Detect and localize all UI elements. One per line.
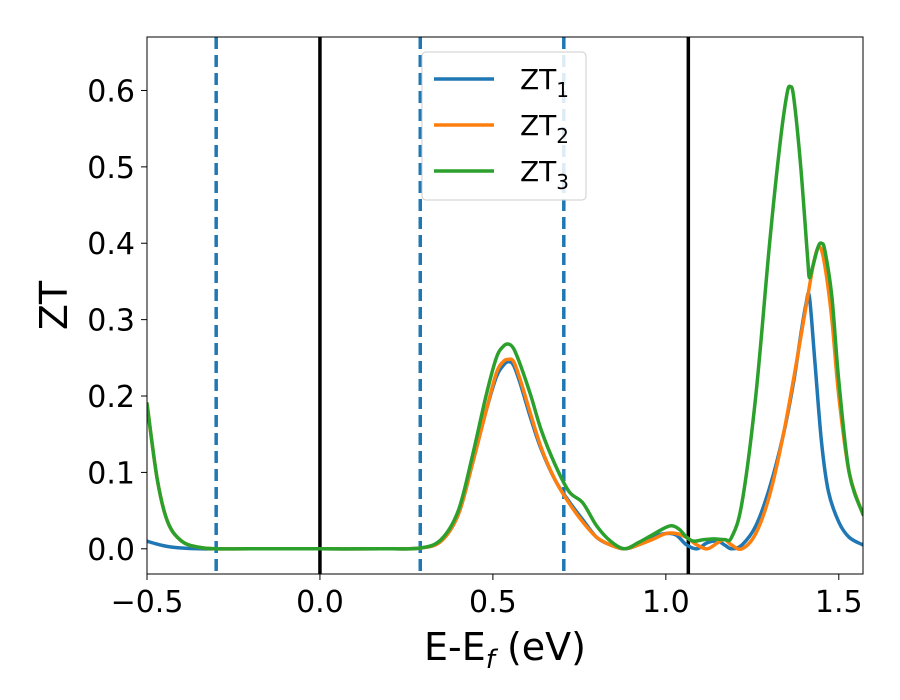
y-tick-label: 0.3 bbox=[87, 304, 135, 339]
y-tick-label: 0.4 bbox=[87, 227, 135, 262]
y-tick-label: 0.5 bbox=[87, 151, 135, 186]
x-tick-label: −0.5 bbox=[111, 585, 184, 620]
x-tick-label: 1.5 bbox=[815, 585, 863, 620]
y-tick-label: 0.2 bbox=[87, 380, 135, 415]
legend-label-3: ZT3 bbox=[520, 155, 569, 194]
legend-label-2: ZT2 bbox=[520, 109, 569, 148]
y-tick-label: 0.1 bbox=[87, 456, 135, 491]
plot-frame bbox=[146, 36, 864, 575]
x-tick-label: 1.0 bbox=[642, 585, 690, 620]
series-line-3 bbox=[147, 84, 863, 551]
x-tick-label: 0.0 bbox=[296, 585, 344, 620]
x-axis-title: E-Ef (eV) bbox=[424, 625, 586, 675]
series-layer bbox=[147, 37, 863, 574]
legend-label-1: ZT1 bbox=[520, 63, 569, 102]
y-axis-title: ZT bbox=[32, 280, 76, 330]
x-tick-label: 0.5 bbox=[469, 585, 517, 620]
legend-box bbox=[421, 51, 587, 201]
y-tick-label: 0.0 bbox=[87, 533, 135, 568]
axes-layer: −0.5 0.0 0.5 1.0 1.5 0.0 0.1 0.2 0.3 0.4 0.5 0.6 E-E… bbox=[32, 36, 864, 675]
y-tick-label: 0.6 bbox=[87, 74, 135, 109]
legend: ZT1 ZT2 ZT3 bbox=[421, 51, 587, 201]
